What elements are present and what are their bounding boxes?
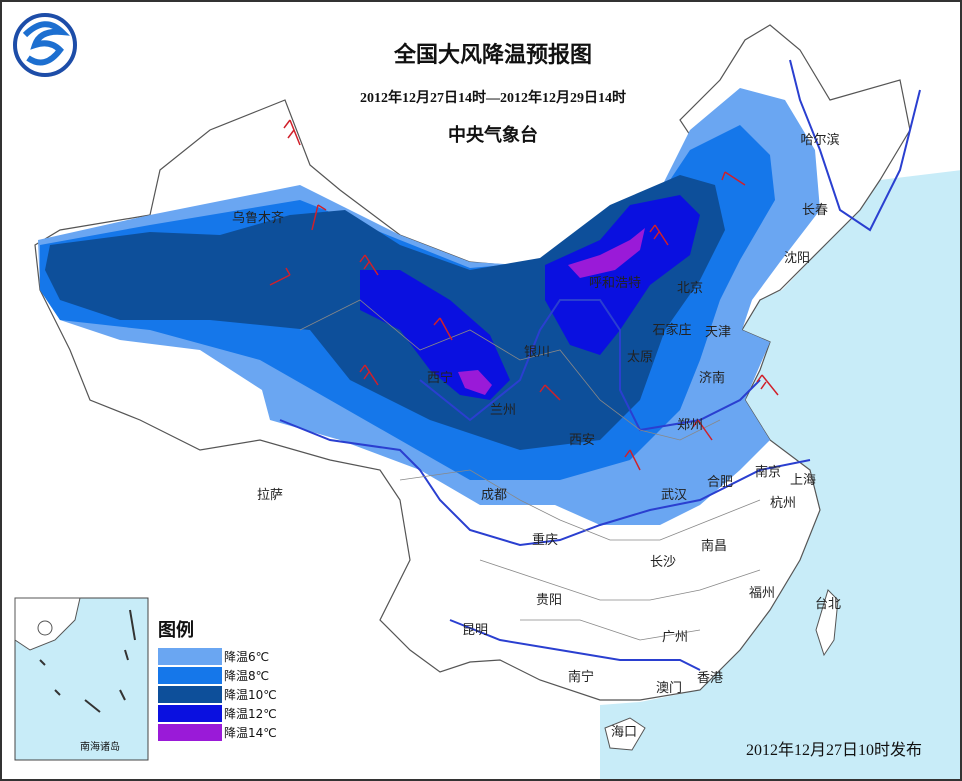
- period: 2012年12月27日14时—2012年12月29日14时: [360, 89, 626, 106]
- city-label: 台北: [815, 597, 841, 612]
- city-label: 广州: [662, 630, 688, 645]
- legend-swatch: [158, 648, 222, 665]
- city-label: 长春: [802, 203, 828, 218]
- river: [279, 419, 811, 547]
- city-label: 拉萨: [257, 488, 283, 503]
- city-label: 兰州: [490, 403, 516, 418]
- city-label: 南宁: [568, 669, 594, 685]
- band-12: [360, 270, 510, 400]
- city-label: 南京: [755, 464, 781, 480]
- city-label: 呼和浩特: [589, 276, 641, 291]
- city-label: 石家庄: [652, 322, 691, 338]
- city-label: 杭州: [770, 496, 796, 511]
- agency: 中央气象台: [448, 124, 538, 146]
- city-label: 沈阳: [784, 251, 810, 266]
- city-label: 武汉: [661, 488, 687, 503]
- issued: 2012年12月27日10时发布: [746, 741, 922, 759]
- title: 全国大风降温预报图: [393, 42, 592, 68]
- legend-label: 降温12℃: [224, 707, 277, 721]
- legend-swatch: [158, 705, 222, 722]
- city-label: 太原: [627, 350, 653, 365]
- city-label: 天津: [705, 325, 731, 340]
- legend-swatch: [158, 667, 222, 684]
- city-label: 哈尔滨: [800, 132, 839, 148]
- city-label: 海口: [611, 725, 637, 740]
- legend-label: 降温10℃: [224, 688, 277, 702]
- city-label: 福州: [749, 586, 775, 601]
- band-14: [568, 228, 645, 278]
- city-label: 合肥: [707, 475, 733, 490]
- city-label: 成都: [481, 488, 507, 503]
- city-label: 香港: [697, 671, 723, 686]
- city-label: 昆明: [462, 623, 488, 638]
- inset: 南海诸岛: [14, 597, 149, 761]
- city-label: 乌鲁木齐: [232, 210, 284, 226]
- city-label: 澳门: [656, 680, 682, 696]
- city-label: 西安: [569, 433, 595, 448]
- city-label: 上海: [790, 473, 816, 488]
- logo: [13, 13, 77, 77]
- river: [789, 59, 921, 232]
- hainan: [604, 717, 646, 751]
- city-label: 郑州: [677, 418, 703, 433]
- legend-label: 降温14℃: [224, 726, 277, 740]
- legend-label: 降温6℃: [224, 650, 269, 664]
- city-label: 银川: [524, 345, 550, 360]
- city-label: 西宁: [427, 370, 453, 386]
- city-label: 北京: [677, 281, 703, 296]
- sea: [600, 170, 962, 781]
- wind-barbs: [269, 119, 779, 471]
- inset-label: 南海诸岛: [80, 740, 120, 753]
- city-label: 南昌: [701, 538, 727, 554]
- legend-swatch: [158, 724, 222, 741]
- river: [449, 619, 701, 671]
- legend-label: 降温8℃: [224, 669, 269, 683]
- city-label: 长沙: [650, 555, 676, 570]
- legend-swatch: [158, 686, 222, 703]
- city-label: 重庆: [532, 532, 558, 548]
- city-label: 济南: [699, 370, 725, 386]
- band-14: [458, 370, 492, 395]
- province-border: [299, 299, 761, 641]
- legend-title: 图例: [158, 619, 194, 641]
- legend: 降温6℃ 降温8℃ 降温10℃ 降温12℃ 降温14℃: [158, 648, 277, 741]
- city-label: 贵阳: [536, 593, 562, 608]
- taiwan: [815, 589, 839, 657]
- river: [419, 299, 761, 432]
